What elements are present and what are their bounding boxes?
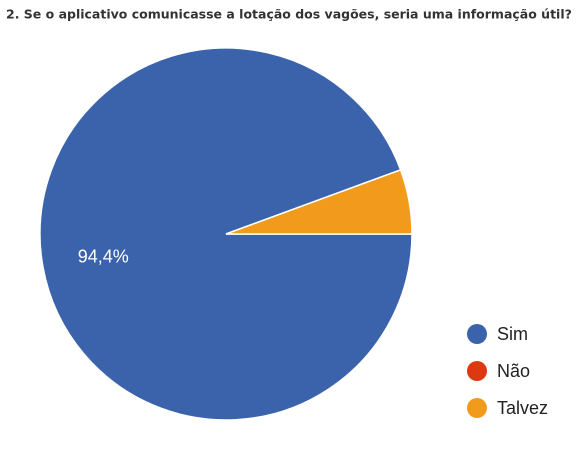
legend-label: Sim [497,324,528,344]
chart-title: 2. Se o aplicativo comunicasse a lotação… [6,7,572,22]
pie-slice [225,168,413,235]
legend-marker [467,398,487,418]
legend-label: Não [497,361,530,381]
legend-marker [467,361,487,381]
legend-marker [467,324,487,344]
legend-label: Talvez [497,398,548,418]
value-label: 94,4% [78,247,129,267]
